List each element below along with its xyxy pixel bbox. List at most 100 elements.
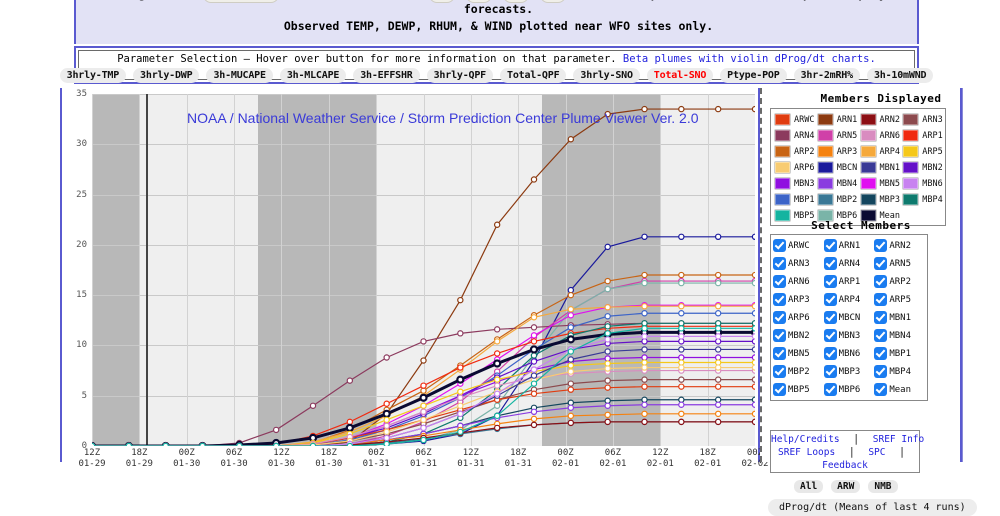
param-button-ptype-pop[interactable]: Ptype-POP — [720, 68, 787, 83]
checkmark-icon[interactable] — [874, 293, 888, 306]
checkmark-icon[interactable] — [823, 275, 837, 288]
legend-swatch-icon — [859, 193, 877, 206]
member-checkbox-mbn4[interactable]: MBN4 — [874, 327, 925, 344]
legend-label: MBN3 — [794, 178, 815, 189]
plume-point — [530, 314, 538, 321]
plume-point — [493, 359, 502, 368]
x-tick-label: 12Z 01-31 — [449, 448, 493, 470]
checkmark-icon[interactable] — [874, 365, 888, 378]
member-checkbox-mean[interactable]: Mean — [874, 381, 925, 398]
checkmark-icon[interactable] — [874, 311, 888, 324]
legend-label: Mean — [879, 210, 900, 221]
param-button-3hrly-qpf[interactable]: 3hrly-QPF — [426, 68, 493, 83]
checkmark-icon[interactable] — [773, 257, 786, 270]
checkmark-icon[interactable] — [823, 365, 837, 378]
plume-point — [383, 428, 390, 436]
checkmark-icon[interactable] — [874, 275, 888, 288]
param-button-3h-10mwnd[interactable]: 3h-10mWND — [866, 68, 934, 83]
plume-point — [641, 364, 648, 371]
checkmark-icon[interactable] — [773, 329, 786, 342]
member-checkbox-arp6[interactable]: ARP6 — [773, 309, 824, 326]
member-checkbox-arn1[interactable]: ARN1 — [823, 237, 875, 254]
link-sref-loops[interactable]: SREF Loops — [778, 447, 836, 458]
member-checkbox-mbn3[interactable]: MBN3 — [823, 327, 875, 344]
checkmark-icon[interactable] — [874, 383, 888, 396]
member-checkbox-arp4[interactable]: ARP4 — [823, 291, 875, 308]
param-button-total-sno[interactable]: Total-SNO — [646, 68, 714, 83]
member-checkbox-arn4[interactable]: ARN4 — [823, 255, 875, 272]
core-button-all[interactable]: All — [794, 480, 824, 493]
checkmark-icon[interactable] — [874, 257, 888, 270]
plot-area[interactable]: NOAA / National Weather Service / Storm … — [92, 94, 755, 446]
member-checkbox-arn5[interactable]: ARN5 — [874, 255, 925, 272]
member-checkbox-arn3[interactable]: ARN3 — [773, 255, 824, 272]
member-checkbox-mbp2[interactable]: MBP2 — [773, 363, 824, 380]
checkmark-icon[interactable] — [773, 311, 786, 324]
checkmark-icon[interactable] — [773, 347, 786, 360]
plume-point — [493, 402, 501, 409]
checkmark-icon[interactable] — [874, 329, 888, 342]
checkmark-icon[interactable] — [773, 365, 786, 378]
member-checkbox-arp5[interactable]: ARP5 — [874, 291, 925, 308]
dprog-dt-button[interactable]: dProg/dt (Means of last 4 runs) — [768, 499, 977, 516]
x-tick-time: 12Z — [83, 448, 101, 458]
beta-plumes-link[interactable]: Beta plumes with violin dProg/dt charts. — [622, 53, 876, 65]
param-button-3h-mlcape[interactable]: 3h-MLCAPE — [279, 68, 347, 83]
plume-point — [641, 401, 648, 408]
member-checkbox-arp1[interactable]: ARP1 — [823, 273, 875, 290]
plume-point — [751, 320, 755, 327]
link-spc[interactable]: SPC — [868, 447, 886, 458]
checkmark-icon[interactable] — [823, 311, 837, 324]
checkmark-icon[interactable] — [773, 293, 786, 306]
checkmark-icon[interactable] — [773, 275, 786, 288]
member-checkbox-mbn1[interactable]: MBN1 — [874, 309, 925, 326]
plume-point — [604, 277, 611, 285]
checkmark-icon[interactable] — [823, 293, 837, 306]
member-checkbox-mbp4[interactable]: MBP4 — [874, 363, 925, 380]
plume-point — [678, 364, 685, 371]
legend-label: ARN3 — [922, 114, 943, 125]
checkmark-icon[interactable] — [773, 383, 786, 396]
checkmark-icon[interactable] — [823, 383, 837, 396]
legend-item: ARP3 — [816, 144, 858, 159]
link-help-credits[interactable]: Help/Credits — [771, 434, 840, 445]
checkmark-icon[interactable] — [874, 239, 888, 252]
checkmark-icon[interactable] — [874, 347, 888, 360]
checkmark-icon[interactable] — [823, 329, 837, 342]
member-checkbox-arp2[interactable]: ARP2 — [874, 273, 925, 290]
plume-point — [346, 442, 354, 446]
param-button-3hrly-dwp[interactable]: 3hrly-DWP — [133, 68, 200, 83]
param-button-3hr-2mrh-[interactable]: 3hr-2mRH% — [793, 68, 860, 83]
legend-label: ARP3 — [836, 146, 858, 157]
x-tick-label: 18Z 01-31 — [496, 448, 540, 470]
night-shading-band — [92, 94, 140, 446]
core-button-arw[interactable]: ARW — [831, 480, 861, 493]
param-button-3h-mucape[interactable]: 3h-MUCAPE — [206, 68, 273, 83]
legend-label: MBP6 — [836, 210, 858, 221]
member-checkbox-mbn2[interactable]: MBN2 — [773, 327, 824, 344]
legend-label: MBN5 — [879, 178, 900, 189]
member-checkbox-mbp5[interactable]: MBP5 — [773, 381, 824, 398]
member-checkbox-mbn5[interactable]: MBN5 — [773, 345, 824, 362]
checkmark-icon[interactable] — [823, 257, 837, 270]
plume-point — [751, 279, 755, 287]
member-checkbox-mbp3[interactable]: MBP3 — [823, 363, 875, 380]
core-button-nmb[interactable]: NMB — [868, 480, 898, 493]
member-checkbox-mbp6[interactable]: MBP6 — [823, 381, 875, 398]
member-checkbox-mbcn[interactable]: MBCN — [823, 309, 875, 326]
param-button-3hrly-tmp[interactable]: 3hrly-TMP — [59, 68, 127, 83]
member-checkbox-arp3[interactable]: ARP3 — [773, 291, 824, 308]
member-checkbox-mbp1[interactable]: MBP1 — [874, 345, 925, 362]
checkmark-icon[interactable] — [823, 347, 837, 360]
member-checkbox-arn6[interactable]: ARN6 — [773, 273, 824, 290]
param-button-3h-effshr[interactable]: 3h-EFFSHR — [353, 68, 420, 83]
checkmark-icon[interactable] — [773, 239, 786, 252]
plume-point — [457, 402, 464, 409]
param-button-3hrly-sno[interactable]: 3hrly-SNO — [573, 68, 640, 83]
member-checkbox-mbn6[interactable]: MBN6 — [823, 345, 875, 362]
param-button-total-qpf[interactable]: Total-QPF — [500, 68, 567, 83]
checkmark-icon[interactable] — [823, 239, 837, 252]
link-sref-info[interactable]: SREF Info — [872, 434, 925, 445]
member-checkbox-arn2[interactable]: ARN2 — [874, 237, 925, 254]
member-checkbox-arwc[interactable]: ARWC — [773, 237, 824, 254]
